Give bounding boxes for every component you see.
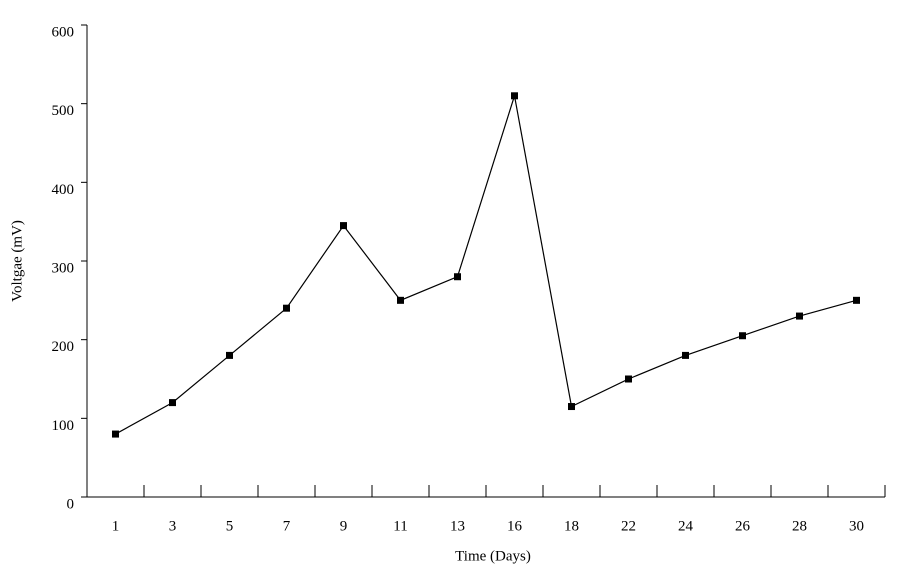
point-marker: [739, 332, 746, 340]
point-marker: [568, 403, 575, 411]
point-marker: [625, 375, 632, 383]
point-marker: [226, 351, 233, 359]
y-tick-label: 400: [52, 182, 75, 198]
x-tick-label: 30: [849, 518, 864, 534]
point-marker: [340, 222, 347, 230]
point-marker: [283, 304, 290, 312]
x-axis-title: Time (Days): [455, 548, 531, 564]
point-marker: [112, 430, 119, 438]
point-marker: [511, 92, 518, 100]
y-tick-label: 0: [67, 496, 75, 512]
y-axis-title: Voltgae (mV): [9, 220, 25, 302]
x-tick-label: 22: [621, 518, 636, 534]
x-tick-label: 3: [169, 518, 177, 534]
y-tick-label: 200: [52, 339, 75, 355]
line: [115, 95, 857, 435]
point-marker: [796, 312, 803, 320]
point-marker: [682, 351, 689, 359]
x-tick-label: 18: [564, 518, 579, 534]
x-tick-label: 11: [393, 518, 407, 534]
y-tick-label: 500: [52, 103, 75, 119]
point-marker: [853, 296, 860, 304]
x-tick-label: 1: [112, 518, 120, 534]
point-marker: [397, 296, 404, 304]
point-marker: [454, 273, 461, 281]
x-tick-label: 9: [340, 518, 348, 534]
y-tick-label: 100: [52, 418, 75, 434]
x-tick-label: 13: [450, 518, 465, 534]
x-tick-label: 24: [678, 518, 694, 534]
point-marker: [169, 399, 176, 407]
x-tick-label: 5: [226, 518, 234, 534]
x-tick-label: 7: [283, 518, 291, 534]
y-tick-label: 300: [52, 260, 75, 276]
x-tick-label: 16: [507, 518, 523, 534]
x-tick-label: 28: [792, 518, 807, 534]
x-tick-label: 26: [735, 518, 751, 534]
y-tick-label: 600: [52, 24, 75, 40]
